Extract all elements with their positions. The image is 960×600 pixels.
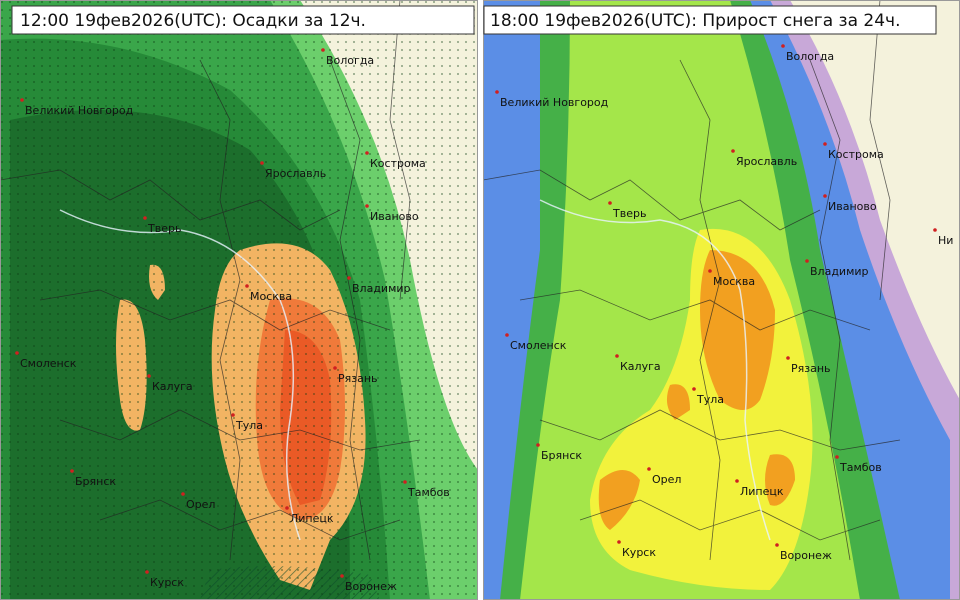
city-label: Смоленск <box>20 357 77 370</box>
city-label: Кострома <box>370 157 426 170</box>
city-dot <box>647 467 651 471</box>
city-dot <box>260 161 264 165</box>
city-label: Москва <box>713 275 755 288</box>
city-dot <box>245 284 249 288</box>
city-label: Калуга <box>152 380 193 393</box>
city-label: Иваново <box>828 200 877 213</box>
city-label: Калуга <box>620 360 661 373</box>
city-dot <box>823 142 827 146</box>
city-label: Ни <box>938 234 953 247</box>
left-map <box>0 0 478 600</box>
city-dot <box>285 506 289 510</box>
city-label: Тамбов <box>407 486 450 499</box>
city-dot <box>15 351 19 355</box>
city-label: Брянск <box>75 475 116 488</box>
city-label: Липецк <box>290 512 334 525</box>
city-dot <box>333 366 337 370</box>
city-label: Вологда <box>786 50 834 63</box>
city-dot <box>147 374 151 378</box>
city-dot <box>835 455 839 459</box>
city-label: Кострома <box>828 148 884 161</box>
city-label: Воронеж <box>780 549 832 562</box>
city-label: Великий Новгород <box>500 96 609 109</box>
city-label: Воронеж <box>345 580 397 593</box>
city-label: Брянск <box>541 449 582 462</box>
right-map <box>483 0 960 600</box>
city-dot <box>786 356 790 360</box>
city-label: Вологда <box>326 54 374 67</box>
city-dot <box>20 98 24 102</box>
city-dot <box>143 216 147 220</box>
city-label: Москва <box>250 290 292 303</box>
city-label: Тверь <box>147 222 181 235</box>
right-title: 18:00 19фев2026(UTC): Прирост снега за 2… <box>490 11 900 31</box>
city-dot <box>536 443 540 447</box>
city-label: Иваново <box>370 210 419 223</box>
city-dot <box>347 276 351 280</box>
city-dot <box>735 479 739 483</box>
city-label: Тверь <box>612 207 646 220</box>
city-dot <box>823 194 827 198</box>
left-title-box <box>11 5 475 35</box>
left-title: 12:00 19фев2026(UTC): Осадки за 12ч. <box>20 11 366 31</box>
city-dot <box>731 149 735 153</box>
city-label: Орел <box>652 473 681 486</box>
city-label: Ярославль <box>265 167 326 180</box>
city-dot <box>617 540 621 544</box>
city-dot <box>181 492 185 496</box>
city-label: Тула <box>235 419 263 432</box>
city-dot <box>231 413 235 417</box>
city-dot <box>692 387 696 391</box>
city-label: Ярославль <box>736 155 797 168</box>
city-label: Курск <box>150 576 184 589</box>
city-dot <box>615 354 619 358</box>
city-dot <box>708 269 712 273</box>
city-label: Липецк <box>740 485 784 498</box>
city-dot <box>365 204 369 208</box>
city-dot <box>365 151 369 155</box>
city-dot <box>805 259 809 263</box>
city-dot <box>608 201 612 205</box>
city-label: Курск <box>622 546 656 559</box>
city-label: Великий Новгород <box>25 104 134 117</box>
city-label: Владимир <box>810 265 869 278</box>
city-dot <box>495 90 499 94</box>
city-label: Смоленск <box>510 339 567 352</box>
city-labels: Великий Новгород Вологда Кострома Ярославль… <box>15 44 953 593</box>
city-label: Тамбов <box>839 461 882 474</box>
city-label: Тула <box>696 393 724 406</box>
right-title-box <box>483 5 937 35</box>
city-label: Рязань <box>338 372 378 385</box>
city-label: Владимир <box>352 282 411 295</box>
city-dot <box>933 228 937 232</box>
city-dot <box>781 44 785 48</box>
city-dot <box>775 543 779 547</box>
city-dot <box>145 570 149 574</box>
city-dot <box>505 333 509 337</box>
city-label: Рязань <box>791 362 831 375</box>
city-label: Орел <box>186 498 215 511</box>
city-dot <box>321 48 325 52</box>
city-dot <box>70 469 74 473</box>
city-dot <box>340 574 344 578</box>
city-dot <box>403 480 407 484</box>
